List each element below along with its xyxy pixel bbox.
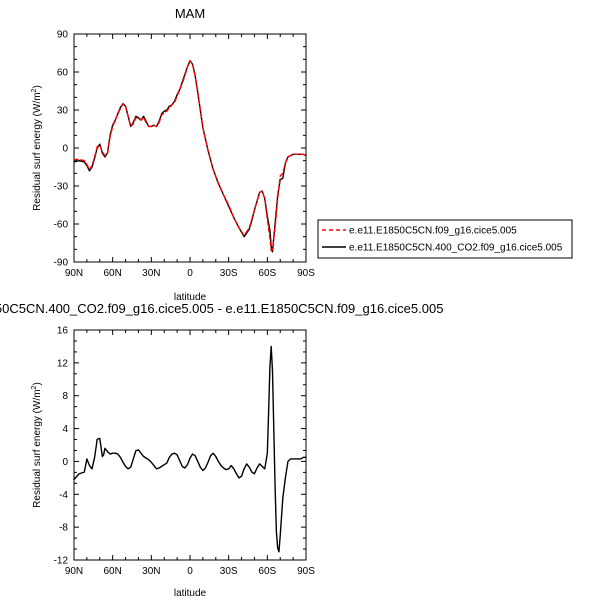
bottom-xtick-label: 0 [187,566,193,577]
top-x-axis-title: latitude [174,292,207,303]
top-xtick-label: 30N [142,268,160,279]
top-y-axis-title-sup: 2 [31,88,38,92]
top-series-line-1 [73,59,307,252]
bottom-plot-frame [73,329,307,561]
bottom-ytick-label: 12 [57,358,69,369]
top-xtick-label: 30S [220,268,238,279]
top-ytick-label: -60 [54,220,69,231]
top-xtick-label: 90N [65,268,83,279]
top-x-tick-labels: 90N 60N 30N 0 30S 60S 90S [65,268,315,279]
top-ytick-label: 90 [57,30,69,41]
top-ytick-label: 30 [57,106,69,117]
top-y-tick-labels: -90 -60 -30 0 30 60 90 [54,30,69,269]
bottom-xtick-label: 60S [258,566,276,577]
bottom-ytick-label: 0 [62,457,68,468]
top-tick-marks [73,33,307,263]
top-panel: MAM -90 -60 -30 0 30 60 90 90N 60N 30N 0 30S 60S 90S… [31,6,573,303]
bottom-series-line-0 [73,345,307,553]
bottom-y-axis-title-sup: 2 [31,385,38,389]
top-plot-area [73,33,307,263]
bottom-ytick-label: -8 [59,523,68,534]
top-ytick-label: 0 [62,144,68,155]
bottom-y-tick-labels: -12 -8 -4 0 4 8 12 16 [54,326,69,567]
bottom-series-lines [73,345,307,553]
bottom-xtick-label: 30S [220,566,238,577]
top-series-line-0 [73,59,307,253]
bottom-ytick-label: -12 [54,556,69,567]
top-xtick-label: 60N [103,268,121,279]
bottom-tick-marks [73,329,307,561]
bottom-ytick-label: 4 [62,424,68,435]
bottom-panel: e.e11.E1850C5CN.400_CO2.f09_g16.cice5.00… [0,301,443,599]
bottom-y-axis-title-end: ) [32,382,43,385]
legend: e.e11.E1850C5CN.f09_g16.cice5.005 e.e11.… [317,219,573,259]
bottom-xtick-label: 90S [297,566,315,577]
bottom-ytick-label: -4 [59,490,68,501]
top-y-axis-title-main: Residual surf energy (W/m [32,92,43,210]
bottom-plot-area [73,329,307,561]
legend-label-co2: e.e11.E1850C5CN.400_CO2.f09_g16.cice5.00… [349,243,563,254]
bottom-xtick-label: 90N [65,566,83,577]
top-xtick-label: 90S [297,268,315,279]
top-series-lines [73,59,307,253]
bottom-ytick-label: 16 [57,326,69,337]
bottom-y-axis-title: Residual surf energy (W/m2) [31,382,43,508]
bottom-panel-title: e.e11.E1850C5CN.400_CO2.f09_g16.cice5.00… [0,301,443,316]
bottom-y-axis-title-main: Residual surf energy (W/m [32,389,43,507]
legend-label-control: e.e11.E1850C5CN.f09_g16.cice5.005 [349,226,517,237]
legend-box [317,219,573,259]
top-xtick-label: 0 [187,268,193,279]
top-xtick-label: 60S [258,268,276,279]
top-panel-title: MAM [175,6,205,21]
bottom-x-axis-title: latitude [174,588,207,599]
top-ytick-label: -90 [54,258,69,269]
top-ytick-label: -30 [54,182,69,193]
bottom-ytick-label: 8 [62,391,68,402]
top-y-axis-title-end: ) [32,85,43,88]
bottom-xtick-label: 30N [142,566,160,577]
bottom-xtick-label: 60N [103,566,121,577]
top-y-axis-title: Residual surf energy (W/m2) [31,85,43,211]
bottom-x-tick-labels: 90N 60N 30N 0 30S 60S 90S [65,566,315,577]
top-ytick-label: 60 [57,68,69,79]
